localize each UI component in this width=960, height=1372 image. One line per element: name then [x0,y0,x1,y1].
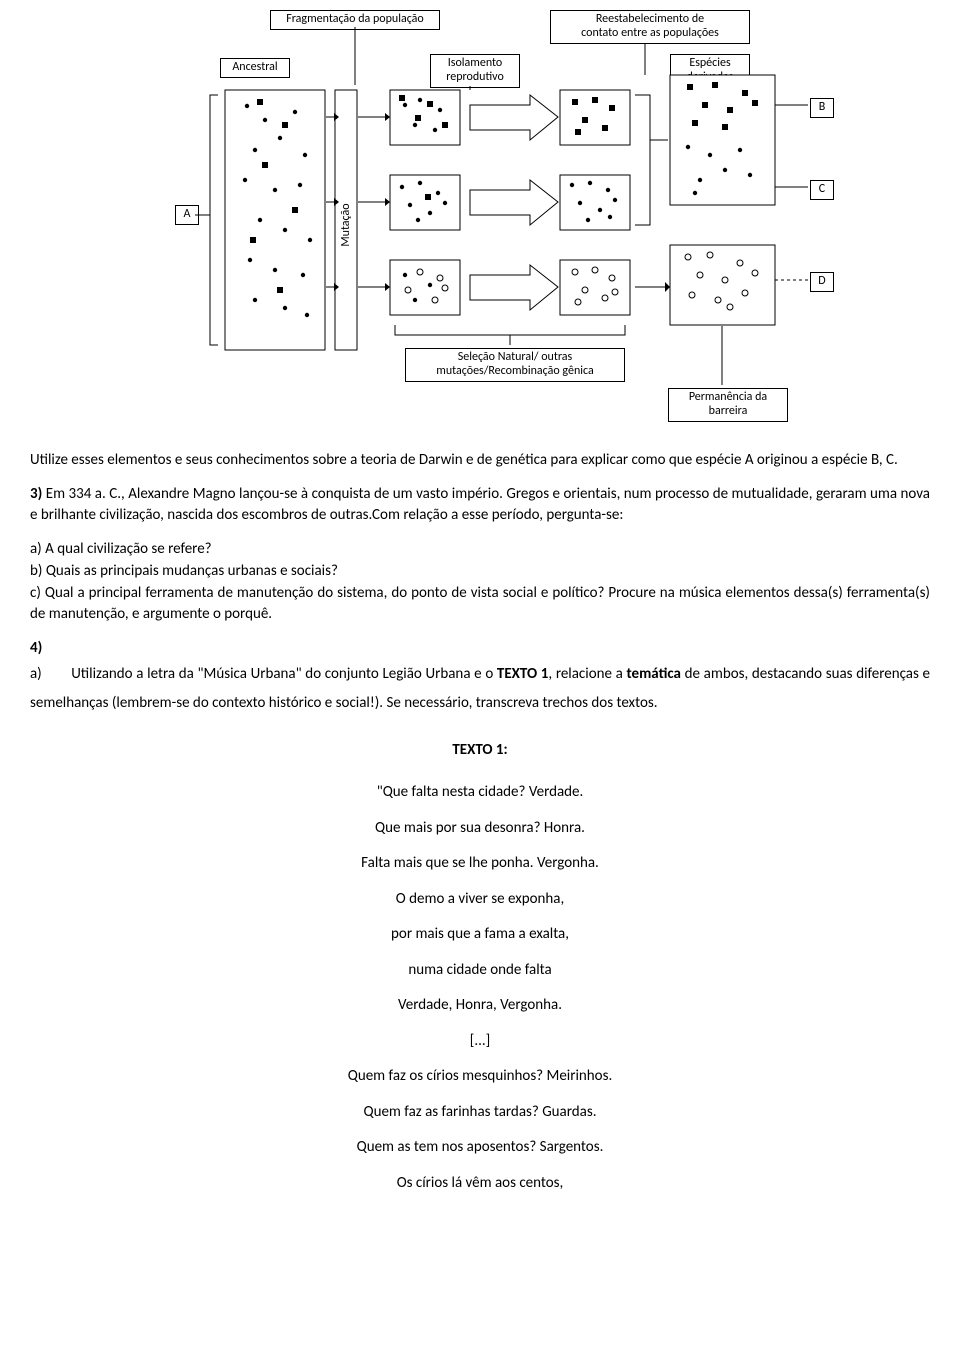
q3-item-a: a) A qual civilização se refere? [30,539,930,559]
q4a-label: a) [30,665,42,683]
speciation-diagram: Fragmentação da população Reestabelecime… [110,10,850,440]
poem-line: numa cidade onde falta [30,961,930,981]
poem-line: "Que falta nesta cidade? Verdade. [30,783,930,803]
q3-item-c: c) Qual a principal ferramenta de manute… [30,583,930,624]
poem-line: Quem faz as farinhas tardas? Guardas. [30,1103,930,1123]
label-selecao: Seleção Natural/ outras mutações/Recombi… [405,348,625,382]
q4a-tematica: temática [627,665,681,683]
poem-line: Quem as tem nos aposentos? Sargentos. [30,1138,930,1158]
poem-line: Quem faz os círios mesquinhos? Meirinhos… [30,1067,930,1087]
label-permanencia: Permanência da barreira [668,388,788,422]
label-mutacao: Mutação [339,203,353,246]
poem-line: Que mais por sua desonra? Honra. [30,819,930,839]
poem-line: [...] [30,1032,930,1052]
poem-line: O demo a viver se exponha, [30,890,930,910]
q4-number: 4) [30,638,930,658]
poem-line: Falta mais que se lhe ponha. Vergonha. [30,854,930,874]
poem-line: por mais que a fama a exalta, [30,925,930,945]
q4a-mid: , relacione a [548,665,626,683]
texto1-title: TEXTO 1: [30,741,930,759]
q4a-texto1-ref: TEXTO 1 [497,665,548,683]
q4-item-a: a) Utilizando a letra da "Música Urbana"… [30,660,930,717]
para-utilize: Utilize esses elementos e seus conhecime… [30,450,930,470]
q4a-pre: Utilizando a letra da "Música Urbana" do… [71,665,497,683]
q3-text: Em 334 a. C., Alexandre Magno lançou-se … [30,485,930,523]
question-3: 3) Em 334 a. C., Alexandre Magno lançou-… [30,484,930,525]
poem-line: Verdade, Honra, Vergonha. [30,996,930,1016]
poem: "Que falta nesta cidade? Verdade. Que mai… [30,783,930,1193]
q3-item-b: b) Quais as principais mudanças urbanas … [30,561,930,581]
poem-line: Os círios lá vêm aos centos, [30,1174,930,1194]
q3-number: 3) [30,485,42,503]
